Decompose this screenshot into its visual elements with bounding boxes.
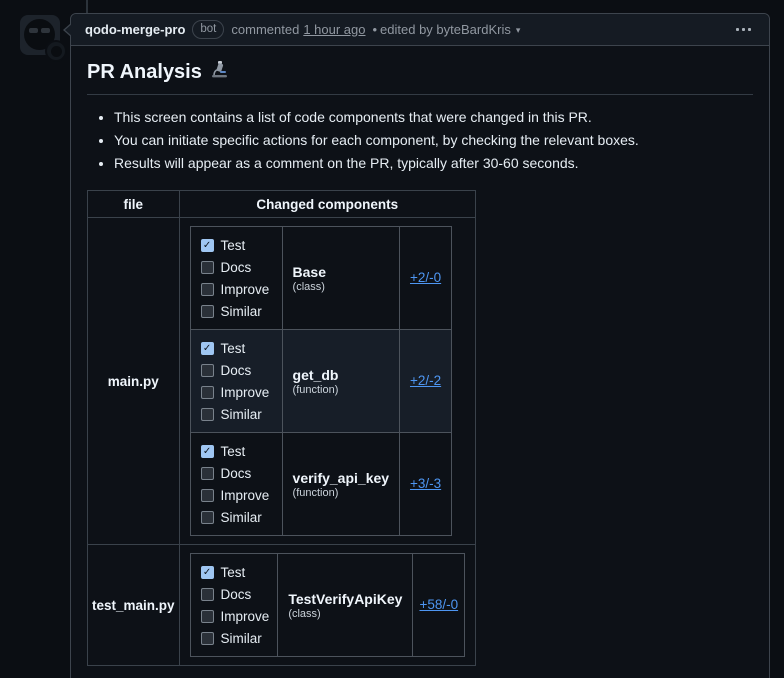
- checkbox-improve[interactable]: Improve: [200, 606, 269, 626]
- bot-badge: bot: [192, 20, 225, 39]
- bot-avatar-badge: [45, 40, 67, 62]
- timestamp-link[interactable]: 1 hour ago: [303, 22, 366, 37]
- component-row-get-db: ✓ Test Docs: [189, 329, 453, 433]
- component-name: get_db: [292, 366, 339, 383]
- comment-body: PR Analysis This screen contains a list …: [71, 46, 769, 678]
- page-title-text: PR Analysis: [87, 61, 202, 83]
- page-title: PR Analysis: [87, 60, 753, 95]
- checkbox-test-box[interactable]: ✓: [200, 341, 214, 355]
- diff-link[interactable]: +3/-3: [409, 476, 442, 491]
- separator-dot: •: [372, 22, 378, 37]
- component-name: Base: [292, 263, 326, 280]
- instruction-item: Results will appear as a comment on the …: [114, 153, 753, 174]
- edited-by-dropdown[interactable]: edited by byteBardKris ▾: [380, 22, 520, 37]
- edited-by-label: edited by byteBardKris: [380, 22, 511, 37]
- kebab-dot: [742, 28, 745, 31]
- checkbox-docs[interactable]: Docs: [200, 463, 274, 483]
- component-kind: (function): [292, 486, 339, 499]
- checkbox-improve[interactable]: Improve: [200, 485, 274, 505]
- instruction-item: You can initiate specific actions for ea…: [114, 130, 753, 151]
- kebab-menu-button[interactable]: [732, 24, 755, 35]
- checkbox-test[interactable]: ✓ Test: [200, 562, 270, 582]
- chevron-down-icon: ▾: [515, 25, 521, 35]
- component-kind: (function): [292, 383, 339, 396]
- diff-link[interactable]: +2/-2: [409, 373, 442, 388]
- component-row-testverifyapikey: ✓ Test Docs: [189, 553, 466, 657]
- comment-header: qodo-merge-pro bot commented 1 hour ago …: [63, 14, 769, 46]
- checkbox-test[interactable]: ✓ Test: [200, 441, 274, 461]
- kebab-dot: [736, 28, 739, 31]
- checkbox-similar[interactable]: Similar: [200, 301, 274, 321]
- timeline-line-top: [86, 0, 88, 14]
- checkbox-test[interactable]: ✓ Test: [200, 235, 274, 255]
- inner-components-table: ✓ Test Docs: [189, 553, 466, 657]
- checkbox-docs-box[interactable]: [200, 260, 214, 274]
- checkbox-similar[interactable]: Similar: [200, 628, 270, 648]
- bot-avatar[interactable]: [20, 15, 67, 62]
- checkbox-similar-box[interactable]: [200, 510, 214, 524]
- components-table: file Changed components main.py: [87, 190, 477, 666]
- checkbox-docs[interactable]: Docs: [200, 360, 274, 380]
- checkbox-similar[interactable]: Similar: [200, 507, 274, 527]
- table-row-main-py: main.py ✓ Test: [87, 217, 477, 545]
- instruction-item: This screen contains a list of code comp…: [114, 107, 753, 128]
- kebab-dot: [748, 28, 751, 31]
- checkbox-docs[interactable]: Docs: [200, 584, 270, 604]
- checkbox-test-box[interactable]: ✓: [200, 565, 214, 579]
- column-header-file: file: [87, 190, 180, 218]
- component-kind: (class): [288, 607, 321, 620]
- author-link[interactable]: qodo-merge-pro: [85, 22, 186, 37]
- microscope-icon: [210, 60, 229, 85]
- checkbox-similar-box[interactable]: [200, 631, 214, 645]
- checkbox-improve-box[interactable]: [200, 385, 214, 399]
- checkbox-test[interactable]: ✓ Test: [200, 338, 274, 358]
- checkbox-similar-box[interactable]: [200, 304, 214, 318]
- component-row-base: ✓ Test Docs: [189, 226, 453, 330]
- commented-label: commented: [231, 22, 300, 37]
- checkbox-docs-box[interactable]: [200, 466, 214, 480]
- checkbox-docs-box[interactable]: [200, 587, 214, 601]
- component-row-verify-api-key: ✓ Test Docs: [189, 432, 453, 536]
- checkbox-test-box[interactable]: ✓: [200, 444, 214, 458]
- component-kind: (class): [292, 280, 325, 293]
- checkbox-similar-box[interactable]: [200, 407, 214, 421]
- diff-link[interactable]: +2/-0: [409, 270, 442, 285]
- component-name: verify_api_key: [292, 469, 390, 486]
- checkbox-improve-box[interactable]: [200, 609, 214, 623]
- inner-components-table: ✓ Test Docs: [189, 226, 453, 536]
- checkbox-improve-box[interactable]: [200, 282, 214, 296]
- component-name: TestVerifyApiKey: [288, 590, 403, 607]
- checkbox-docs[interactable]: Docs: [200, 257, 274, 277]
- checkbox-similar[interactable]: Similar: [200, 404, 274, 424]
- instructions-list: This screen contains a list of code comp…: [87, 107, 753, 174]
- checkbox-improve[interactable]: Improve: [200, 382, 274, 402]
- diff-link[interactable]: +58/-0: [419, 597, 459, 612]
- checkbox-docs-box[interactable]: [200, 363, 214, 377]
- column-header-components: Changed components: [178, 190, 477, 218]
- checkbox-test-box[interactable]: ✓: [200, 238, 214, 252]
- checkbox-improve[interactable]: Improve: [200, 279, 274, 299]
- comment-card: qodo-merge-pro bot commented 1 hour ago …: [63, 13, 770, 678]
- checkbox-improve-box[interactable]: [200, 488, 214, 502]
- table-row-test-main-py: test_main.py ✓ Test: [87, 544, 477, 666]
- file-name: test_main.py: [87, 544, 180, 666]
- file-name: main.py: [87, 217, 180, 545]
- comment-caret: [64, 23, 73, 37]
